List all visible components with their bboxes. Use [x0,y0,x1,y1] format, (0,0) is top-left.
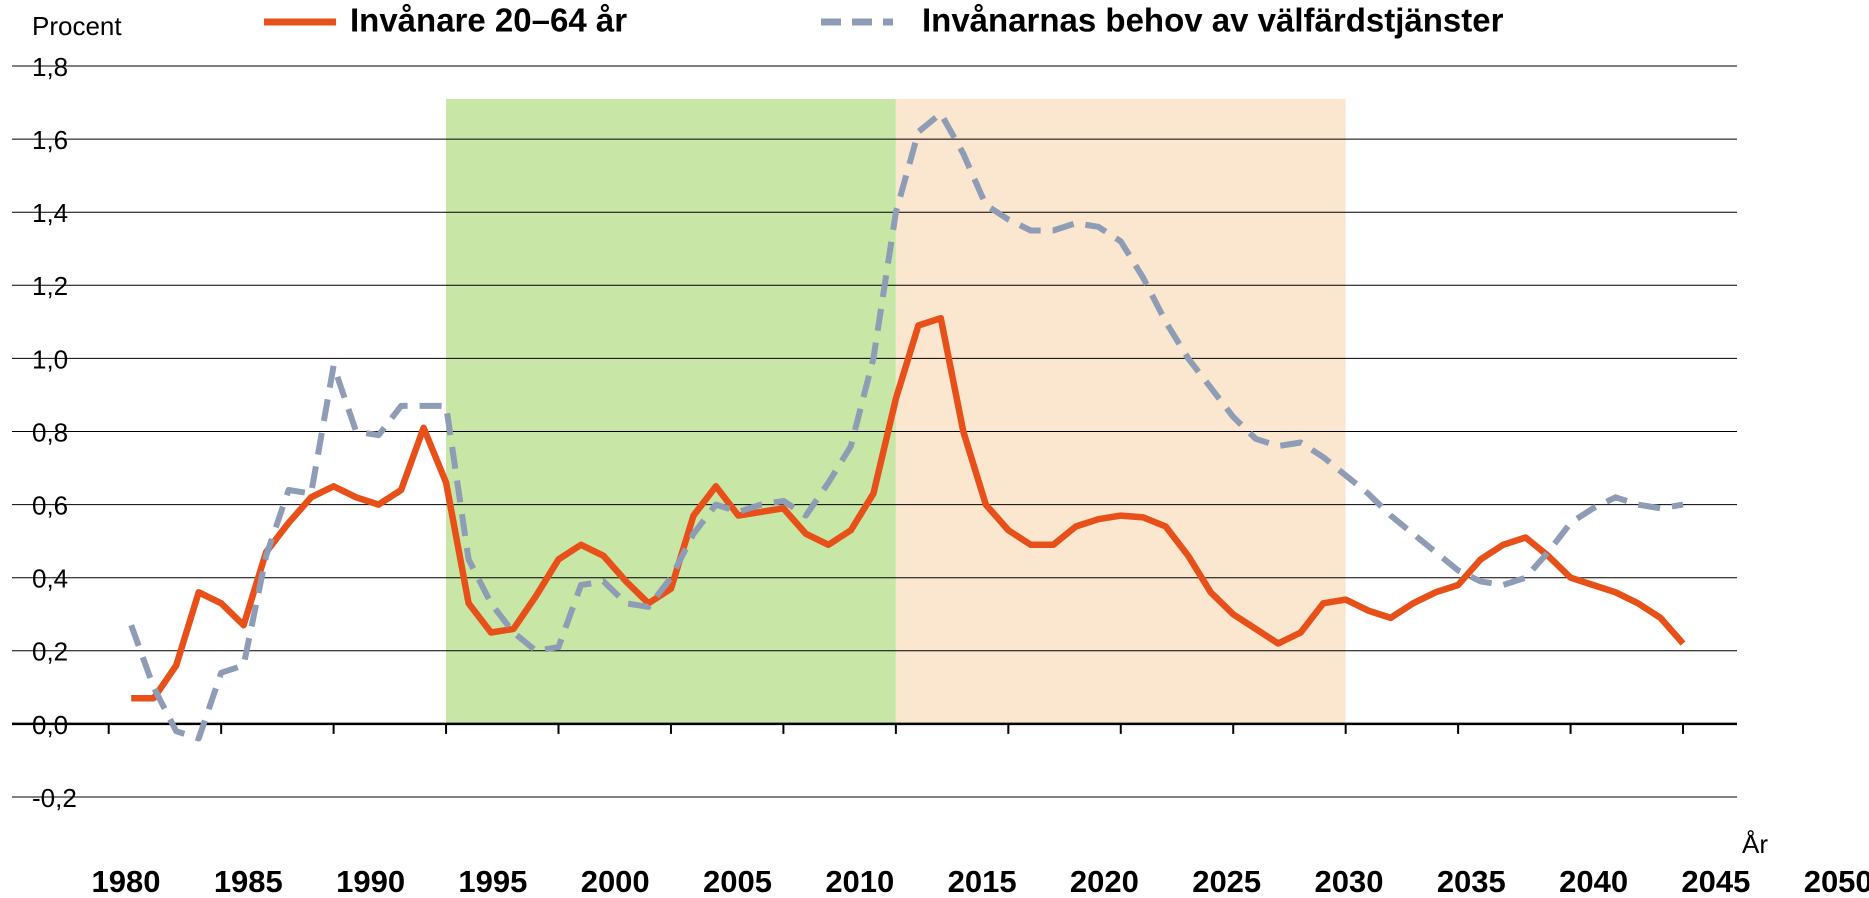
series-line [128,110,1684,742]
legend-label: Invånarnas behov av välfärdstjänster [922,2,1504,39]
series-line [131,314,1686,702]
x-tick-label: 2015 [948,864,1017,898]
y-tick-label: 0,2 [32,637,68,667]
x-tick-label: 2035 [1437,864,1506,898]
x-tick-label: 2010 [825,864,894,898]
x-tick-label: 1980 [92,864,161,898]
x-tick-label: 2005 [703,864,772,898]
y-tick-label: 0,6 [32,490,68,520]
y-tick-label: 1,8 [32,52,68,82]
x-tick-label: 2030 [1315,864,1384,898]
x-tick-label: 2000 [581,864,650,898]
y-tick-label: 1,2 [32,271,68,301]
x-tick-label: 1985 [214,864,283,898]
lines [128,110,1686,742]
y-tick-label: 0,8 [32,417,68,447]
x-tick-label: 2025 [1192,864,1261,898]
legend-label: Invånare 20–64 år [350,2,627,39]
x-tick-label: 2050 [1804,864,1869,898]
x-tick-label: 2045 [1681,864,1750,898]
x-tick-label: 2020 [1070,864,1139,898]
x-tick-label: 1995 [458,864,527,898]
y-tick-label: -0,2 [32,783,77,813]
shaded-region [895,98,1346,724]
y-tick-label: 1,0 [32,344,68,374]
x-axis-label: År [1742,829,1768,859]
y-tick-label: 0,4 [32,564,68,594]
x-tick-label: 1990 [336,864,405,898]
y-tick-label: 1,6 [32,125,68,155]
x-tick-label: 2040 [1559,864,1628,898]
y-axis-label: Procent [32,11,122,41]
y-tick-label: 1,4 [32,198,68,228]
